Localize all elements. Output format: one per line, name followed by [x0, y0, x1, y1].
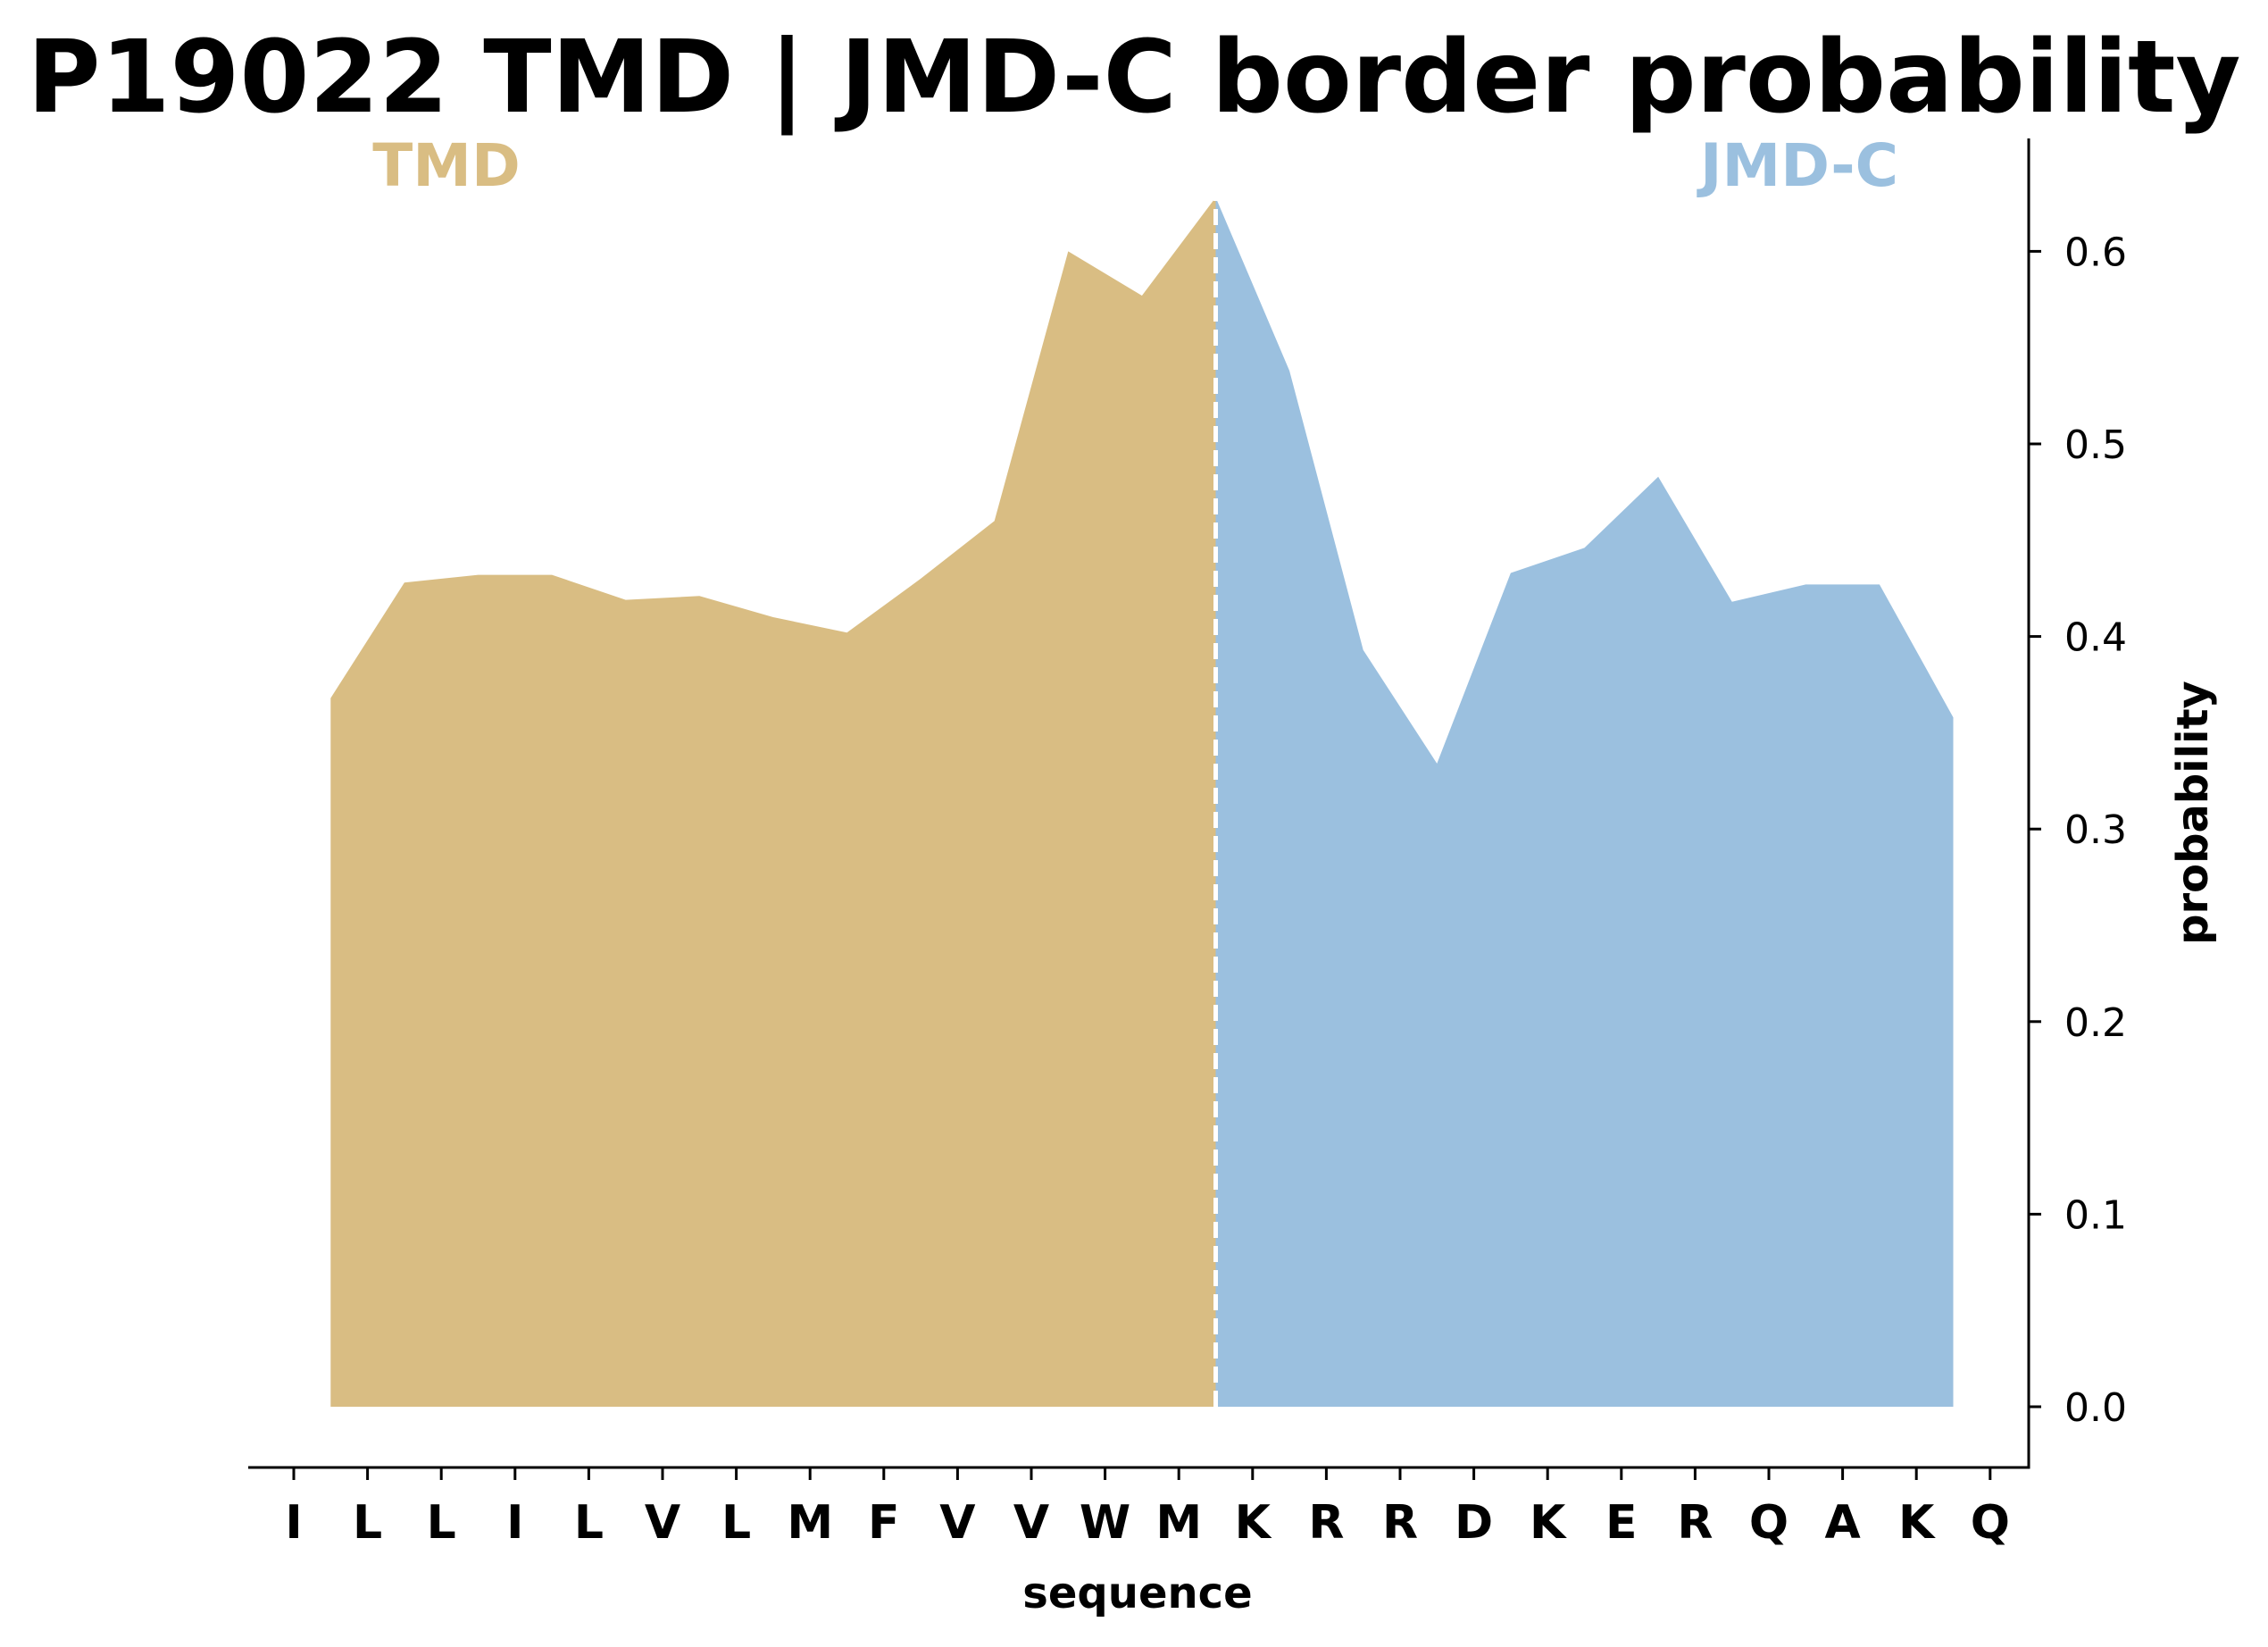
x-tick-label: R [1382, 1496, 1418, 1550]
x-tick-label: I [506, 1496, 523, 1550]
y-tick-label: 0.0 [2064, 1385, 2127, 1431]
region-label-jmd-c: JMD-C [1697, 131, 1898, 200]
x-tick-label: V [939, 1496, 975, 1550]
y-tick-label: 0.5 [2064, 422, 2127, 468]
x-tick-label: A [1824, 1496, 1860, 1550]
x-tick-label: M [787, 1496, 833, 1550]
x-tick-label: L [353, 1496, 382, 1550]
x-tick-label: R [1677, 1496, 1713, 1550]
x-tick-label: M [1155, 1496, 1202, 1550]
x-tick-label: K [1898, 1496, 1936, 1550]
x-tick-label: F [868, 1496, 900, 1550]
chart-title: P19022 TMD | JMD-C border probability [28, 20, 2241, 136]
x-tick-label: K [1235, 1496, 1272, 1550]
y-axis-label: probability [2168, 681, 2218, 945]
x-tick-label: K [1530, 1496, 1567, 1550]
x-tick-label: Q [1971, 1496, 2010, 1550]
x-tick-label: L [427, 1496, 456, 1550]
x-tick-label: Q [1749, 1496, 1789, 1550]
x-axis-label: sequence [1022, 1568, 1252, 1618]
y-tick-label: 0.3 [2064, 807, 2127, 853]
x-tick-label: L [574, 1496, 604, 1550]
y-tick-label: 0.1 [2064, 1192, 2127, 1238]
x-tick-label: I [285, 1496, 302, 1550]
y-tick-label: 0.6 [2064, 230, 2127, 275]
area-tmd [330, 197, 1216, 1407]
area-series-group [330, 197, 1954, 1407]
x-tick-label: D [1455, 1496, 1493, 1550]
y-tick-label: 0.4 [2064, 615, 2127, 661]
x-tick-label: V [1013, 1496, 1049, 1550]
x-tick-label: W [1080, 1496, 1130, 1550]
area-jmd-c [1215, 197, 1954, 1407]
x-tick-label: E [1605, 1496, 1638, 1550]
x-tick-label: L [721, 1496, 751, 1550]
axes-group: 0.00.10.20.30.40.50.6I L L I L V L M F V V W M K R R D K E… [248, 138, 2127, 1550]
x-tick-label: R [1308, 1496, 1344, 1550]
x-tick-label: V [645, 1496, 680, 1550]
y-tick-label: 0.2 [2064, 1000, 2127, 1046]
region-label-tmd: TMD [372, 131, 520, 200]
